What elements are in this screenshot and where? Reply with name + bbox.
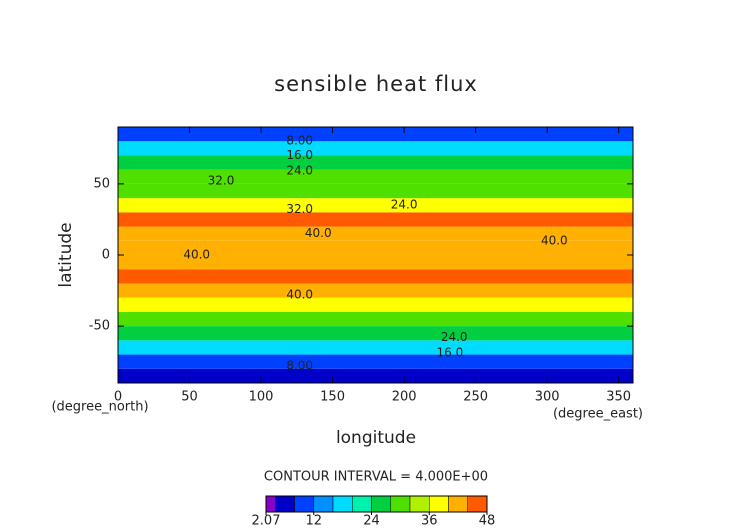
colorbar-segment (409, 495, 430, 513)
y-unit: (degree_north) (51, 400, 148, 415)
contour-band (118, 240, 633, 255)
colorbar-tick-label: 48 (479, 514, 496, 529)
colorbar-segment (275, 495, 295, 513)
colorbar-segment (265, 495, 276, 513)
contour-label: 16.0 (286, 148, 313, 162)
contour-interval: CONTOUR INTERVAL = 4.000E+00 (264, 470, 488, 485)
y-axis-label: latitude (56, 222, 76, 287)
colorbar-segment (294, 495, 315, 513)
contour-band (118, 340, 633, 355)
colorbar-segment (332, 495, 353, 513)
contour-band (118, 212, 633, 227)
contour-label: 8.00 (286, 134, 313, 148)
x-unit: (degree_east) (553, 407, 643, 422)
contour-band (118, 283, 633, 298)
colorbar-segment (313, 495, 334, 513)
contour-band (118, 255, 633, 270)
contour-band (118, 269, 633, 284)
contour-label: 32.0 (208, 174, 235, 188)
chart-title: sensible heat flux (274, 72, 478, 96)
colorbar-segment (390, 495, 411, 513)
contour-band (118, 198, 633, 213)
contour-band (118, 169, 633, 184)
x-tick-label: 350 (606, 390, 631, 405)
contour-band (118, 127, 633, 142)
contour-label: 40.0 (305, 226, 332, 240)
x-tick-label: 150 (320, 390, 345, 405)
y-tick-label: 0 (102, 248, 110, 263)
contour-band (118, 183, 633, 199)
x-tick-label: 200 (392, 390, 417, 405)
x-tick-label: 300 (535, 390, 560, 405)
x-tick-label: 100 (249, 390, 274, 405)
colorbar-tick-label: 12 (306, 514, 323, 529)
colorbar-frame (265, 495, 488, 513)
contour-label: 8.00 (286, 358, 313, 372)
contour-band (118, 311, 633, 327)
y-tick-label: 50 (93, 176, 110, 191)
contour-band (118, 141, 633, 156)
colorbar-segment (371, 495, 392, 513)
contour-label: 24.0 (391, 198, 418, 212)
contour-band (118, 297, 633, 312)
y-tick-label: -50 (89, 319, 110, 334)
colorbar-segment (429, 495, 449, 513)
contour-band (118, 226, 633, 241)
colorbar-tick-label: 24 (363, 514, 380, 529)
colorbar-segment (467, 495, 488, 513)
contour-label: 40.0 (183, 248, 210, 262)
contour-band (118, 326, 633, 341)
contour-label: 32.0 (286, 202, 313, 216)
contour-label: 40.0 (286, 287, 313, 301)
x-tick-label: 250 (463, 390, 488, 405)
colorbar-tick-label: 36 (421, 514, 438, 529)
contour-label: 16.0 (437, 346, 464, 360)
x-tick-label: 50 (181, 390, 198, 405)
x-axis-label: longitude (336, 428, 416, 448)
contour-band (118, 368, 633, 383)
colorbar-segment (448, 495, 469, 513)
contour-band (118, 354, 633, 369)
contour-band (118, 155, 633, 170)
contour-label: 40.0 (541, 233, 568, 247)
x-tick-label: 0 (114, 390, 122, 405)
contour-label: 24.0 (441, 330, 468, 344)
colorbar-segment (352, 495, 372, 513)
colorbar-tick-label: 2.07 (252, 514, 281, 529)
contour-label: 24.0 (286, 164, 313, 178)
